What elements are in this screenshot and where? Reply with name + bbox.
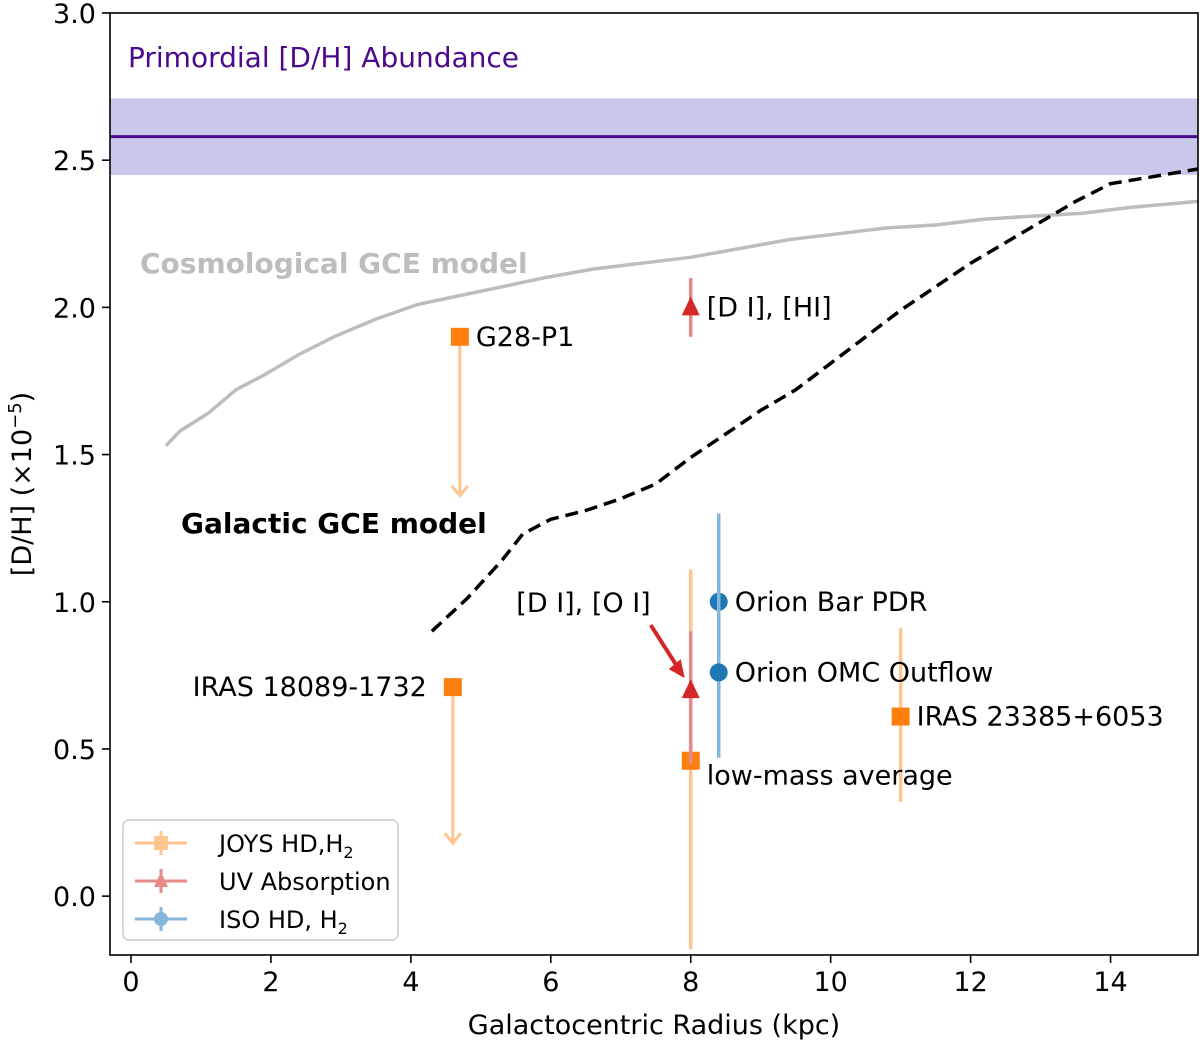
data-label-iras-23385-6053: IRAS 23385+6053 — [917, 702, 1164, 733]
x-axis-label: Galactocentric Radius (kpc) — [468, 1010, 840, 1041]
legend-label-text-joys: JOYS HD,H — [217, 830, 343, 858]
data-point-d-i-hi — [681, 296, 700, 316]
legend-label-uv: UV Absorption — [219, 868, 391, 896]
axis-ticks-layer: 0 2 4 6 8 10 12 14 0.0 0.5 1.0 1.5 2.0 2.5 3.0 — [53, 0, 1128, 998]
legend-label-text-iso: ISO HD, H — [219, 906, 338, 934]
legend-marker-uv — [154, 872, 168, 887]
upper-limit-arrow-g28-p1 — [450, 484, 470, 499]
legend-label-sub-joys: 2 — [343, 843, 353, 862]
data-point-iras-18089-1732 — [443, 678, 462, 697]
x-tick-label-0: 0 — [122, 967, 139, 998]
legend-label-joys: JOYS HD,H2 — [217, 830, 354, 862]
x-tick-label-8: 8 — [682, 967, 699, 998]
cosmo-model-label: Cosmological GCE model — [140, 247, 528, 280]
y-tick-label-4: 2.0 — [53, 293, 96, 324]
x-tick-label-12: 12 — [953, 967, 987, 998]
data-point-d-i-o-i — [681, 679, 700, 699]
y-tick-label-3: 1.5 — [53, 441, 96, 472]
data-label-d-i-hi: [D I], [HI] — [707, 292, 832, 323]
x-tick-label-2: 2 — [262, 967, 279, 998]
legend-label-text-uv: UV Absorption — [219, 868, 391, 896]
data-label-low-mass-average: low-mass average — [707, 761, 953, 792]
y-tick-label-1: 0.5 — [53, 735, 96, 766]
plot-frame — [109, 12, 1199, 956]
legend-marker-joys — [154, 836, 168, 850]
data-point-orion-omc-outflow — [709, 663, 728, 682]
y-tick-label-5: 2.5 — [53, 146, 96, 177]
data-points-layer — [443, 277, 910, 950]
primordial-label: Primordial [D/H] Abundance — [128, 41, 519, 74]
y-axis-label-exponent: −5 — [5, 402, 26, 429]
model-lines-layer — [164, 167, 1199, 633]
galactic-model-line — [430, 167, 1199, 633]
x-tick-label-6: 6 — [542, 967, 559, 998]
galactic-model-label: Galactic GCE model — [181, 507, 487, 540]
legend-marker-iso — [154, 912, 168, 926]
legend-label-iso: ISO HD, H2 — [219, 906, 348, 938]
x-tick-label-14: 14 — [1093, 967, 1127, 998]
data-label-iras-18089-1732: IRAS 18089-1732 — [193, 672, 427, 703]
upper-limit-arrow-iras-18089-1732 — [443, 832, 463, 846]
x-tick-label-4: 4 — [402, 967, 419, 998]
y-tick-label-6: 3.0 — [53, 0, 96, 30]
data-point-iras-23385-6053 — [891, 707, 910, 726]
primordial-band-layer — [110, 98, 1198, 175]
legend-label-sub-iso: 2 — [338, 919, 348, 938]
data-label-g28-p1: G28-P1 — [476, 322, 574, 353]
y-tick-label-0: 0.0 — [53, 882, 96, 913]
y-axis-label: [D/H] (×10−5) — [5, 392, 38, 576]
y-axis-label-close: ) — [7, 392, 38, 403]
cosmo-model-line — [164, 199, 1199, 447]
data-label-orion-omc-outflow: Orion OMC Outflow — [735, 657, 994, 688]
data-label-orion-bar-pdr: Orion Bar PDR — [735, 587, 928, 618]
annotation-arrowhead-d-i-o-i — [668, 659, 685, 679]
x-tick-label-10: 10 — [813, 967, 847, 998]
annotation-labels-layer: G28-P1 IRAS 18089-1732 low-mass average IRA… — [193, 292, 1164, 791]
legend-box — [122, 819, 399, 941]
y-tick-label-2: 1.0 — [53, 588, 96, 619]
data-point-g28-p1 — [450, 327, 469, 346]
data-label-d-i-o-i: [D I], [O I] — [516, 588, 650, 619]
y-axis-label-main: [D/H] (×10 — [7, 429, 38, 576]
